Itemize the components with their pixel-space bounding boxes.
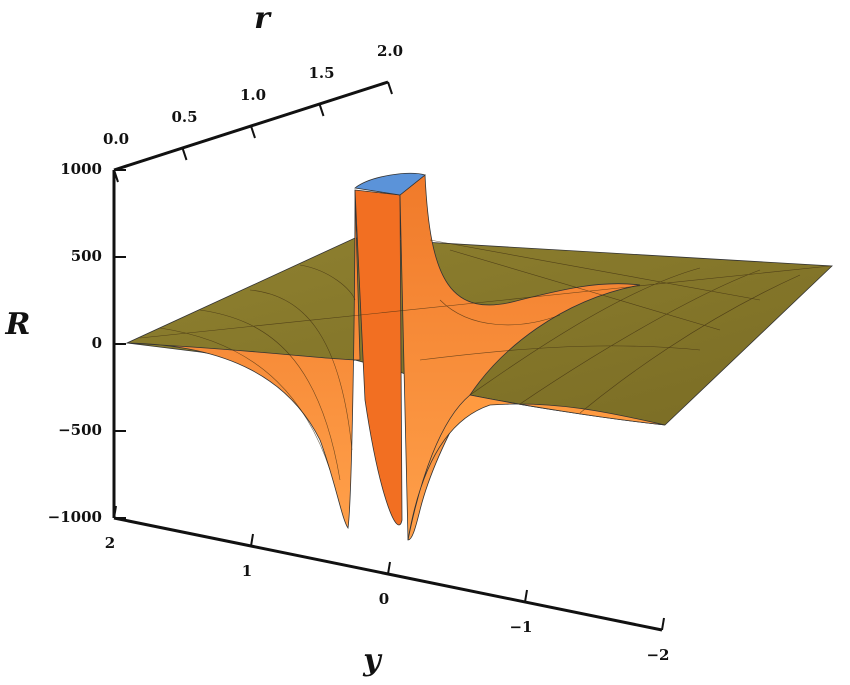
- y-tick: [661, 617, 665, 631]
- z-tick-label: 0: [92, 334, 102, 352]
- x-tick: [387, 81, 393, 95]
- z-tick-label: −1000: [48, 508, 102, 526]
- z-tick-label: 1000: [60, 160, 102, 178]
- x-tick: [318, 103, 325, 117]
- y-tick-label: 1: [242, 562, 252, 580]
- y-tick: [250, 533, 254, 547]
- y-axis-title: y: [362, 643, 383, 678]
- y-tick: [524, 589, 528, 603]
- x-tick: [113, 169, 119, 183]
- y-tick-label: −2: [646, 646, 669, 664]
- y-tick-label: 0: [379, 590, 389, 608]
- x-tick-label: 0.5: [171, 108, 197, 126]
- surface: [125, 172, 833, 541]
- x-tick-label: 1.0: [240, 86, 266, 104]
- x-tick: [250, 125, 256, 139]
- z-axis-title: R: [5, 307, 31, 342]
- x-tick: [181, 147, 188, 161]
- y-tick: [113, 505, 117, 519]
- y-tick-label: −1: [509, 618, 532, 636]
- x-tick-label: 0.0: [103, 130, 129, 148]
- z-tick-label: −500: [58, 421, 102, 439]
- x-tick-label: 2.0: [377, 42, 403, 60]
- y-tick-label: 2: [105, 534, 115, 552]
- x-axis-title: r: [254, 1, 272, 36]
- x-tick-label: 1.5: [308, 64, 334, 82]
- z-tick-label: 500: [71, 247, 102, 265]
- y-tick: [387, 561, 391, 575]
